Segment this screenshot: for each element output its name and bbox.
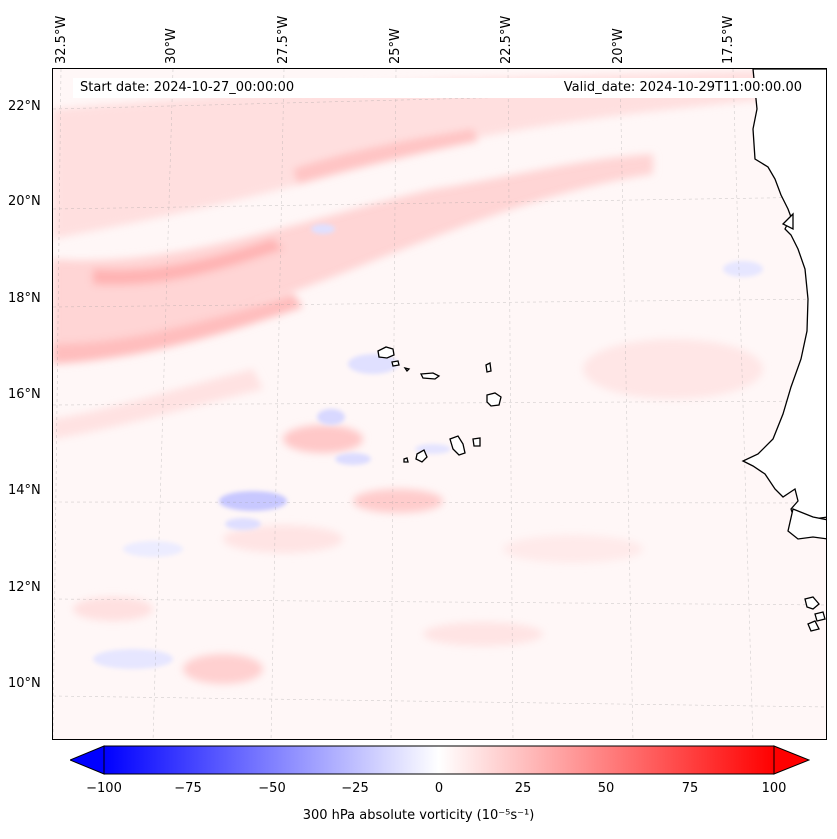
colorbar-label: 300 hPa absolute vorticity (10⁻⁵s⁻¹) xyxy=(302,808,535,823)
lat-label-10n: 10°N xyxy=(8,676,41,691)
graticule-lon-32-5w xyxy=(53,69,62,739)
lon-label-25w: 25°W xyxy=(388,28,403,64)
lon-label-22-5w: 22.5°W xyxy=(499,15,514,64)
cbar-tick-25: 25 xyxy=(514,781,532,796)
colorbar-svg xyxy=(68,745,811,775)
graticule-lon-20w xyxy=(619,69,634,739)
graticule xyxy=(53,69,826,739)
cbar-tick-100: 100 xyxy=(761,781,787,796)
lon-label-17-5w: 17.5°W xyxy=(721,15,736,64)
cbar-tick-minus-25: −25 xyxy=(341,781,369,796)
lon-label-32-5w: 32.5°W xyxy=(54,15,69,64)
graticule-lon-22-5w xyxy=(507,69,514,739)
cbar-tick-0: 0 xyxy=(434,781,444,796)
bijagos-island-3 xyxy=(807,620,820,632)
lat-label-18n: 18°N xyxy=(8,291,41,306)
island-santa-luzia xyxy=(403,366,411,373)
island-sal xyxy=(485,362,492,373)
island-fogo xyxy=(415,449,428,463)
island-maio xyxy=(472,437,481,447)
start-date-label: Start date: 2024-10-27_00:00:00 xyxy=(80,80,295,95)
lat-label-14n: 14°N xyxy=(8,483,41,498)
colorbar-gradient xyxy=(103,745,775,775)
positive-vorticity-field xyxy=(53,69,826,684)
cbar-tick-minus-100: −100 xyxy=(86,781,122,796)
island-boa-vista xyxy=(486,392,502,407)
bijagos-island-1 xyxy=(804,596,820,610)
negative-vorticity-field xyxy=(93,224,763,669)
cap-blanc xyxy=(781,212,794,231)
lat-label-20n: 20°N xyxy=(8,194,41,209)
cbar-tick-75: 75 xyxy=(681,781,699,796)
lat-label-22n: 22°N xyxy=(8,99,41,114)
island-sao-nicolau xyxy=(419,372,441,380)
lon-label-30w: 30°W xyxy=(164,28,179,64)
vorticity-map: Start date: 2024-10-27_00:00:00 Valid_da… xyxy=(52,68,827,740)
graticule-lon-17-5w xyxy=(732,69,754,739)
graticule-lon-30w xyxy=(152,69,174,739)
bijagos-island-2 xyxy=(814,611,826,622)
lon-label-27-5w: 27.5°W xyxy=(276,15,291,64)
cbar-tick-minus-50: −50 xyxy=(258,781,286,796)
valid-date-label: Valid_date: 2024-10-29T11:00:00.00 xyxy=(563,80,802,95)
map-canvas xyxy=(53,69,826,739)
island-santo-antao xyxy=(377,346,395,359)
gambia-estuary xyxy=(787,508,826,540)
date-info-bar: Start date: 2024-10-27_00:00:00 Valid_da… xyxy=(73,78,808,98)
lat-label-12n: 12°N xyxy=(8,580,41,595)
graticule-lon-25w xyxy=(390,69,397,739)
africa-coastline xyxy=(741,69,826,632)
lon-label-20w: 20°W xyxy=(611,28,626,64)
colorbar-min-extend xyxy=(68,745,105,775)
island-brava xyxy=(403,457,409,463)
cbar-tick-minus-75: −75 xyxy=(174,781,202,796)
cape-verde-islands xyxy=(377,346,502,463)
colorbar xyxy=(68,745,811,775)
cbar-tick-50: 50 xyxy=(597,781,615,796)
island-santiago xyxy=(449,435,466,456)
island-sao-vicente xyxy=(391,360,400,367)
lat-label-16n: 16°N xyxy=(8,387,41,402)
colorbar-max-extend xyxy=(773,745,811,775)
graticule-lon-27-5w xyxy=(270,69,285,739)
